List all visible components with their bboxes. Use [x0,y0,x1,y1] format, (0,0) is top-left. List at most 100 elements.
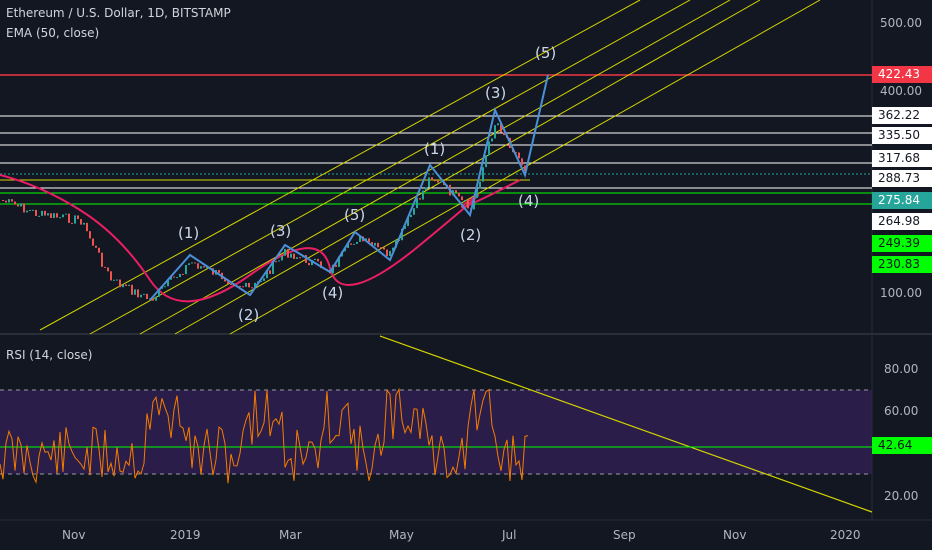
candle [311,260,313,266]
candle [317,258,319,262]
candle [503,132,505,136]
candle [320,261,322,269]
candle [518,152,520,159]
candle [359,236,361,242]
candle [482,167,484,182]
candle [374,242,376,246]
candle [269,270,271,274]
candle [290,253,292,258]
price-tag: 317.68 [872,150,932,167]
candle [110,271,112,281]
candle [146,293,148,300]
candle [131,284,133,295]
candle [179,273,181,278]
candle [2,200,4,201]
candle [140,294,142,298]
candle [23,203,25,213]
candle [122,284,124,288]
candle [389,250,391,256]
candle [68,213,70,223]
candle [125,284,127,287]
candle [467,200,469,209]
candle [434,180,436,182]
candle [116,279,118,281]
candle [197,263,199,269]
candle [227,281,229,284]
candle [515,152,517,154]
ema-legend[interactable]: EMA (50, close) [6,26,100,40]
time-tick: May [389,528,414,542]
price-tag: 288.73 [872,170,932,187]
candle [167,279,169,287]
candle [428,177,430,188]
candle [50,213,52,218]
candle [44,210,46,216]
candle [89,231,91,239]
candle [224,279,226,282]
candle [26,210,28,213]
candle [62,214,64,218]
candle [356,241,358,244]
candle [98,247,100,253]
candle [8,199,10,203]
candle [191,262,193,264]
candle [377,242,379,248]
candle [314,258,316,261]
candle [455,190,457,193]
candle [176,277,178,279]
candle [458,192,460,197]
wave-label: (5) [344,206,366,224]
candle [86,222,88,232]
wave-label: (4) [322,284,344,302]
price-tag: 335.50 [872,127,932,144]
candle [29,209,31,211]
time-tick: 2020 [830,528,861,542]
candle [128,284,130,287]
candle [83,222,85,225]
candle [491,138,493,142]
time-tick: Nov [62,528,86,542]
candle [95,245,97,248]
candle [461,196,463,201]
channel-lines[interactable] [0,0,821,335]
candle [278,260,280,262]
candle [80,219,82,225]
elliott-wave[interactable] [149,74,549,301]
candle [92,238,94,246]
candle [410,214,412,218]
candle [170,276,172,280]
wave-label: (1) [178,224,200,242]
candle [35,209,37,216]
candle [59,217,61,219]
candle [245,282,247,287]
wave-label: (4) [518,192,540,210]
candle [143,293,145,295]
time-tick: Nov [723,528,747,542]
candle [335,264,337,267]
candle [239,285,241,287]
price-tag: 230.83 [872,256,932,273]
candle [353,243,355,245]
time-tick: Sep [613,528,636,542]
candle [488,141,490,156]
candle [350,243,352,245]
candle [47,213,49,216]
rsi-trendline[interactable] [379,335,873,513]
candle [182,273,184,275]
rsi-legend[interactable]: RSI (14, close) [6,348,93,362]
candle [41,210,43,216]
symbol-title[interactable]: Ethereum / U.S. Dollar, 1D, BITSTAMP [6,6,231,20]
candle [347,243,349,248]
candle [425,187,427,191]
candle [476,188,478,198]
candle [263,278,265,282]
candle [431,177,433,181]
candle [173,276,175,278]
candle [200,266,202,269]
candle [281,255,283,261]
candle [254,282,256,288]
candle [104,266,106,268]
candle [479,181,481,189]
candle [137,289,139,298]
